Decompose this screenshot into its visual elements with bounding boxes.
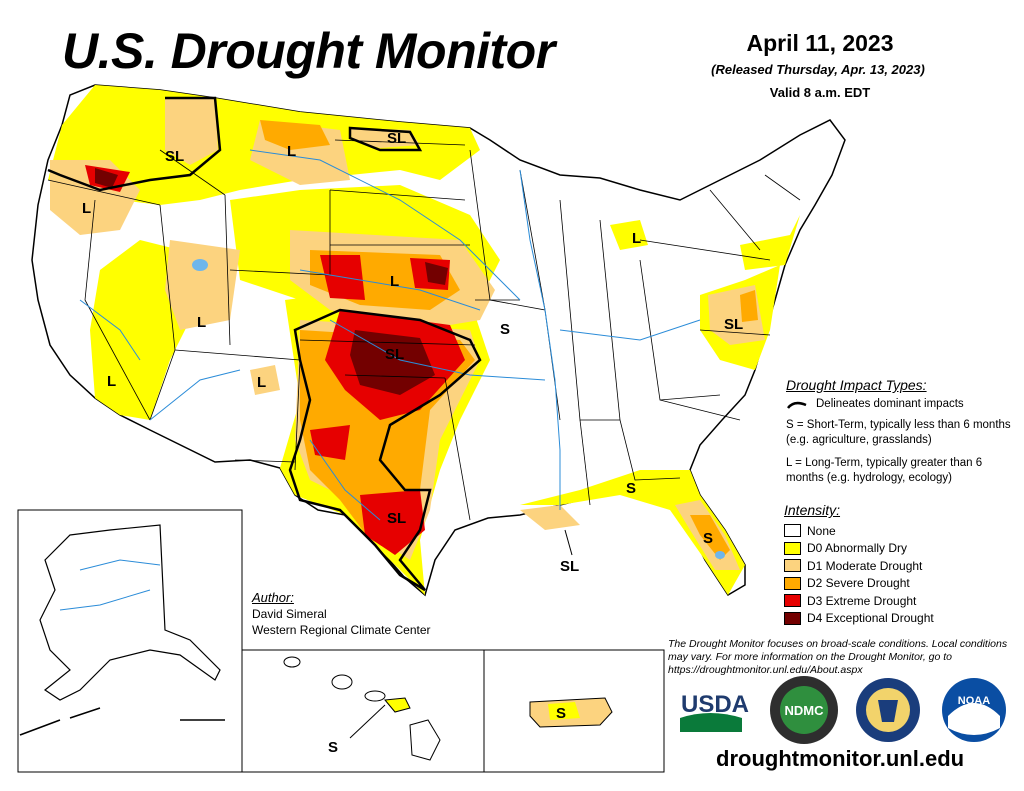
legend-swatch [784, 611, 801, 625]
legend-item: D4 Exceptional Drought [784, 610, 934, 628]
impact-label: SL [560, 558, 579, 575]
impact-label: SL [165, 148, 184, 165]
impact-label: L [82, 200, 91, 217]
legend-item: D1 Moderate Drought [784, 557, 934, 575]
hawaii-pointer [349, 704, 386, 739]
legend-swatch [784, 559, 801, 573]
impact-delineations [47, 96, 482, 592]
legend-label: D3 Extreme Drought [807, 593, 917, 608]
release-date: (Released Thursday, Apr. 13, 2023) [711, 62, 925, 77]
doc-seal-logo [856, 678, 920, 742]
legend-item: D0 Abnormally Dry [784, 540, 934, 558]
legend-item: D2 Severe Drought [784, 575, 934, 593]
impact-label: L [197, 314, 206, 331]
impact-label: SL [387, 510, 406, 527]
legend-swatch [784, 524, 801, 538]
intensity-legend: Intensity: None D0 Abnormally Dry D1 Mod… [784, 502, 934, 627]
legend-swatch [784, 541, 801, 555]
footnote: The Drought Monitor focuses on broad-sca… [668, 638, 1008, 676]
map-title: U.S. Drought Monitor [62, 23, 555, 79]
author-block: Author: David Simeral Western Regional C… [252, 590, 431, 638]
legend-label: D0 Abnormally Dry [807, 541, 908, 556]
noaa-logo: NOAA [942, 678, 1006, 742]
state-boundaries [47, 139, 801, 521]
impact-label: S [328, 739, 338, 756]
author-org: Western Regional Climate Center [252, 623, 431, 637]
legend-swatch [784, 594, 801, 608]
website-link[interactable]: droughtmonitor.unl.edu [716, 746, 965, 771]
hawaii-islands [283, 656, 441, 761]
legend-label: D4 Exceptional Drought [807, 611, 934, 626]
author-name: David Simeral [252, 607, 327, 621]
impact-label: L [632, 230, 641, 247]
map-date: April 11, 2023 [746, 30, 894, 56]
legend-item: None [784, 522, 934, 540]
aleutian-islands [19, 707, 225, 736]
ndmc-logo: NDMC [770, 676, 838, 744]
legend-label: D2 Severe Drought [807, 576, 910, 591]
impact-types-legend: Drought Impact Types: Delineates dominan… [786, 378, 1020, 494]
impact-label: L [287, 143, 296, 160]
louisiana-pointer [564, 529, 573, 556]
impact-label: S [556, 705, 566, 722]
author-title: Author: [252, 590, 294, 605]
legend-label: None [807, 523, 836, 538]
legend-swatch [784, 576, 801, 590]
long-term-note: L = Long-Term, typically greater than 6 … [786, 457, 983, 484]
impact-label: L [390, 273, 399, 290]
lakes [192, 259, 725, 559]
impact-label: S [703, 530, 713, 547]
delineation-line-icon [787, 401, 807, 409]
hawaii-inset-frame [241, 649, 485, 773]
legend-item: D3 Extreme Drought [784, 592, 934, 610]
impact-label: L [257, 374, 266, 391]
impact-label: L [107, 373, 116, 390]
impact-label: SL [724, 316, 743, 333]
rivers [79, 149, 701, 521]
impact-label: SL [387, 130, 406, 147]
puerto-rico-drought [548, 702, 580, 720]
svg-text:NDMC: NDMC [785, 703, 825, 718]
impact-labels: SL SL L L L L L L SL SL S L SL S S SL S … [82, 130, 743, 756]
d4-areas [95, 168, 448, 395]
impact-label: S [626, 480, 636, 497]
usda-logo: USDA [680, 691, 749, 732]
impact-types-title: Drought Impact Types: [786, 377, 927, 393]
delineation-label: Delineates dominant impacts [816, 398, 964, 410]
impact-label: SL [385, 346, 404, 363]
short-term-note: S = Short-Term, typically less than 6 mo… [786, 419, 1011, 446]
legend-label: D1 Moderate Drought [807, 558, 923, 573]
impact-label: S [500, 321, 510, 338]
valid-time: Valid 8 a.m. EDT [769, 85, 871, 100]
alaska-rivers [59, 559, 161, 611]
intensity-title: Intensity: [784, 502, 841, 518]
svg-text:NOAA: NOAA [958, 695, 990, 707]
